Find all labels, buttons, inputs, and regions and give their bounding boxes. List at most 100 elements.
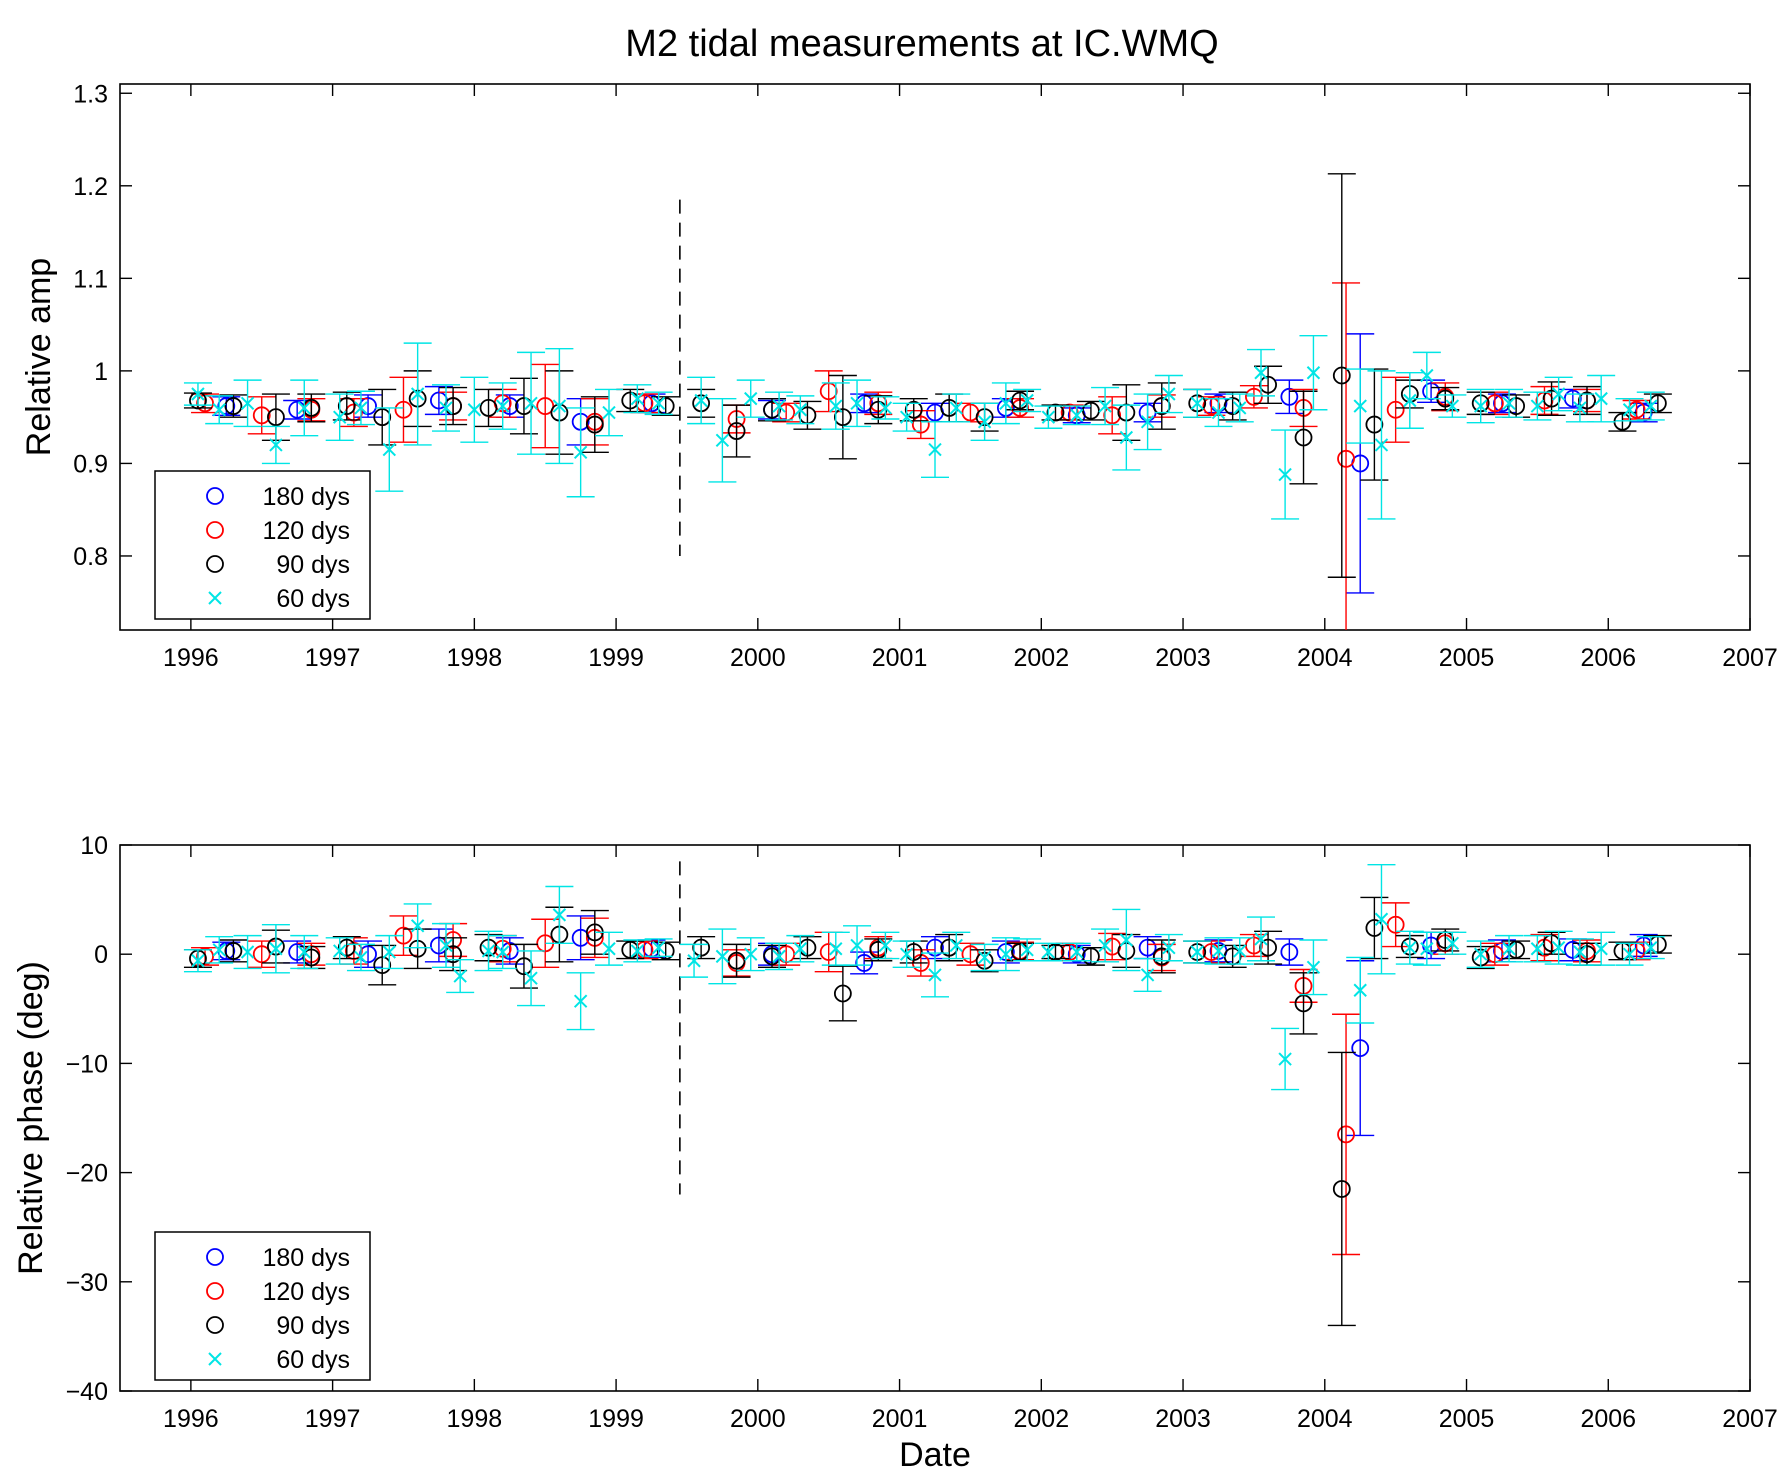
data-point-x — [793, 942, 808, 956]
plot-frame — [119, 83, 1751, 631]
y-tick-label: 0.8 — [73, 543, 108, 571]
data-point-x — [382, 442, 397, 457]
data-point-x — [1098, 938, 1112, 953]
legend-marker — [206, 487, 224, 505]
data-point-circle — [1542, 389, 1561, 408]
data-point-circle — [911, 415, 930, 434]
data-point-x — [744, 391, 758, 406]
x-tick-label: 2005 — [1439, 1405, 1495, 1433]
data-point-circle — [585, 415, 604, 434]
data-point-x — [1306, 960, 1321, 975]
legend-label: 90 dys — [276, 1312, 350, 1340]
data-point-x — [1119, 933, 1134, 947]
data-point-x — [977, 950, 992, 965]
data-point-circle — [1648, 394, 1667, 413]
data-point-x — [1502, 942, 1516, 956]
data-point-x — [1403, 940, 1417, 955]
legend-label: 120 dys — [262, 1278, 350, 1306]
data-point-circle — [727, 951, 746, 970]
x-tick-label: 2007 — [1722, 644, 1778, 672]
x-tick-label: 1996 — [163, 644, 219, 672]
data-point-circle — [635, 394, 654, 413]
figure-title: M2 tidal measurements at IC.WMQ — [625, 23, 1218, 65]
y-tick-label: 1.1 — [73, 265, 108, 293]
x-tick-label: 1997 — [305, 644, 361, 672]
data-point-circle — [1332, 366, 1351, 385]
data-point-circle — [1365, 919, 1384, 937]
data-point-x — [694, 393, 708, 408]
data-point-circle — [1138, 938, 1157, 957]
data-point-x — [1445, 936, 1460, 950]
x-tick-label: 1997 — [305, 1405, 361, 1433]
data-point-x — [354, 401, 368, 415]
legend-label: 120 dys — [262, 517, 350, 545]
data-point-x — [999, 947, 1013, 961]
data-point-x — [552, 399, 567, 413]
data-point-x — [1140, 968, 1155, 982]
data-point-x — [524, 396, 538, 410]
data-point-x — [1644, 940, 1658, 955]
y-axis-title: Relative amp — [20, 258, 58, 456]
data-point-circle — [359, 945, 377, 964]
x-tick-label: 1998 — [447, 1405, 503, 1433]
legend: 180 dys 120 dys 90 dys 60 dys — [154, 470, 371, 620]
series-120-dys — [191, 282, 1651, 630]
data-point-x — [332, 944, 347, 958]
data-point-x — [1622, 403, 1637, 417]
x-tick-label: 2001 — [872, 644, 928, 672]
data-point-x — [1594, 391, 1608, 406]
data-point-x — [1190, 945, 1204, 959]
data-point-circle — [1046, 403, 1065, 422]
data-point-circle — [869, 940, 888, 959]
data-point-circle — [515, 397, 533, 415]
amplitude-panel: 1996 1997 1998 1999 2000 2001 2002 2003 2004 2005… — [20, 80, 1778, 672]
data-point-circle — [1332, 1180, 1351, 1198]
data-point-x — [687, 954, 701, 968]
data-point-x — [354, 950, 368, 965]
legend-marker — [206, 1316, 224, 1334]
data-point-x — [1374, 438, 1389, 452]
y-tick-label: 1.2 — [73, 173, 108, 201]
data-point-x — [1041, 945, 1056, 959]
data-point-x — [793, 403, 808, 417]
data-point-circle — [1337, 1125, 1355, 1144]
legend-marker — [206, 1248, 224, 1266]
data-point-circle — [904, 400, 923, 419]
data-point-x — [899, 947, 914, 961]
x-tick-label: 2003 — [1155, 644, 1211, 672]
x-tick-label: 1999 — [588, 1405, 644, 1433]
data-point-circle — [1351, 1039, 1370, 1058]
data-point-x — [1278, 467, 1292, 482]
data-point-x — [1070, 945, 1084, 959]
data-point-x — [453, 969, 467, 983]
data-point-x — [1445, 399, 1460, 413]
data-point-x — [1119, 430, 1134, 445]
data-point-circle — [217, 397, 236, 415]
x-tick-label: 1999 — [588, 644, 644, 672]
data-point-x — [410, 919, 425, 933]
legend-label: 60 dys — [276, 1346, 350, 1374]
data-point-circle — [1507, 397, 1526, 415]
data-point-x — [297, 401, 311, 415]
data-point-x — [439, 401, 453, 415]
data-point-circle — [1152, 397, 1171, 415]
data-point-x — [1140, 415, 1155, 429]
data-point-x — [1306, 366, 1321, 380]
data-point-circle — [1386, 400, 1405, 419]
data-point-x — [949, 938, 963, 953]
y-axis-title: Relative phase (deg) — [12, 961, 50, 1275]
data-point-circle — [1365, 415, 1384, 434]
legend-box — [154, 470, 371, 620]
data-point-x — [899, 410, 914, 424]
data-point-x — [1420, 368, 1434, 383]
data-point-circle — [1152, 947, 1171, 966]
x-tick-label: 2006 — [1580, 644, 1636, 672]
x-tick-label: 2004 — [1297, 1405, 1353, 1433]
data-point-x — [1403, 393, 1417, 408]
data-point-circle — [833, 984, 852, 1003]
data-point-x — [467, 403, 482, 417]
data-point-circle — [1280, 387, 1299, 406]
data-point-circle — [479, 398, 498, 417]
data-point-x — [495, 945, 510, 959]
